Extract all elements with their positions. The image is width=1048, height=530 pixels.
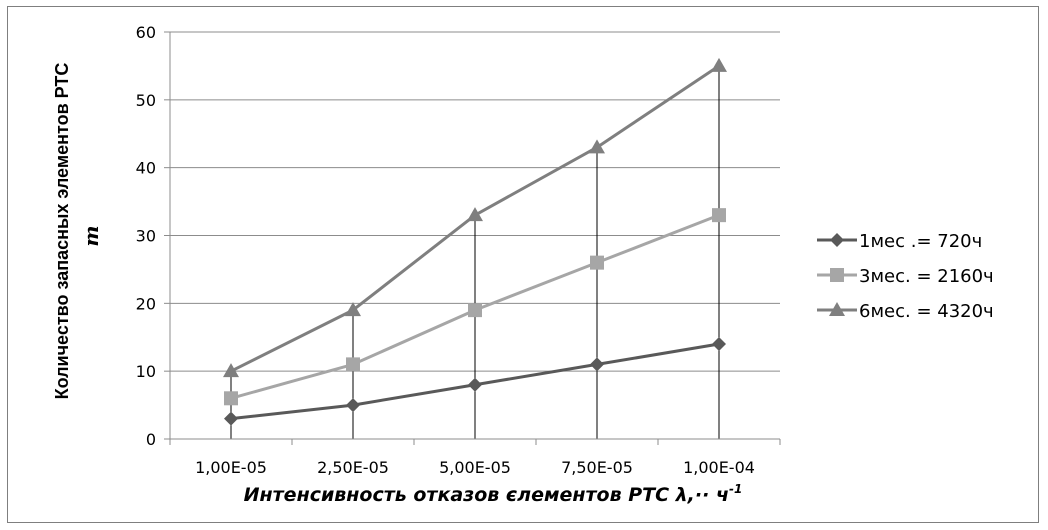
x-tick-label: 1,00E-05 [195, 458, 267, 477]
data-point [590, 255, 604, 270]
x-axis-label-superscript: -1 [729, 482, 742, 496]
y-axis-label: Количество запасных элементов РТС [52, 63, 72, 400]
y-tick-label: 10 [136, 362, 156, 381]
legend-label: 3мес. = 2160ч [859, 266, 994, 287]
drop-lines [230, 65, 720, 439]
x-axis-label-main: Интенсивность отказов єлементов РТС λ,··… [244, 484, 729, 506]
data-point [346, 398, 360, 413]
legend-item: 1мес .= 720ч [817, 231, 982, 252]
data-point [712, 337, 726, 352]
x-tick-label: 7,50E-05 [561, 458, 633, 477]
data-point [468, 377, 482, 392]
series-1 [224, 337, 726, 426]
chart-area [7, 6, 1039, 523]
data-point [346, 357, 360, 372]
y-tick-label: 40 [136, 159, 156, 178]
series-3 [223, 57, 727, 378]
y-axis-symbol: m [79, 225, 103, 246]
x-tick-label: 5,00E-05 [439, 458, 511, 477]
legend-label: 6мес. = 4320ч [859, 301, 994, 322]
y-tick-label: 0 [146, 430, 156, 449]
data-point [224, 391, 238, 406]
series-2 [224, 208, 726, 406]
legend: 1мес .= 720ч 3мес. = 2160ч 6мес. = 4320ч [817, 231, 994, 322]
series-group [223, 57, 727, 426]
y-tick-label: 50 [136, 91, 156, 110]
data-point [345, 302, 361, 317]
legend-item: 3мес. = 2160ч [817, 266, 994, 287]
data-point [224, 411, 238, 426]
tick-labels: 0 10 20 30 40 50 60 1,00E-05 2,50E-05 5,00E-05 7,5… [136, 23, 755, 477]
data-point [711, 57, 727, 72]
y-tick-label: 60 [136, 23, 156, 42]
data-point [712, 208, 726, 223]
data-point [223, 363, 239, 378]
data-point [589, 139, 605, 154]
legend-marker [830, 268, 844, 282]
data-point [467, 207, 483, 222]
legend-label: 1мес .= 720ч [859, 231, 982, 252]
legend-marker [830, 233, 844, 247]
y-tick-label: 20 [136, 294, 156, 313]
data-point [468, 303, 482, 318]
legend-item: 6мес. = 4320ч [817, 301, 994, 322]
x-tick-label: 1,00E-04 [683, 458, 755, 477]
axes [164, 31, 781, 445]
x-axis-label: Интенсивность отказов єлементов РТС λ,··… [244, 482, 743, 506]
x-tick-label: 2,50E-05 [317, 458, 389, 477]
y-tick-label: 30 [136, 227, 156, 246]
data-point [590, 357, 604, 372]
legend-marker [829, 302, 845, 316]
gridlines [170, 31, 780, 372]
